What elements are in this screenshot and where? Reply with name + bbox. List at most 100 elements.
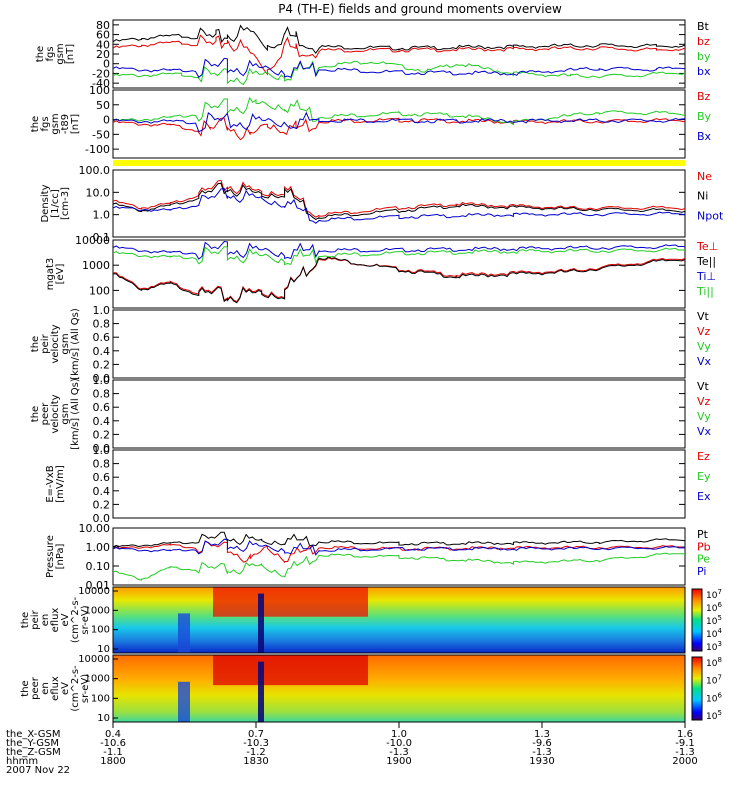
colorbar-tick-label: 108	[706, 656, 722, 669]
y-tick-label: 10000	[75, 234, 110, 247]
legend-entry-Bt: Bt	[697, 20, 710, 33]
series-line-Bt	[112, 24, 686, 55]
y-axis-label-line: E=-VxB	[45, 465, 56, 502]
y-tick-label: 80	[96, 19, 110, 32]
colorbar-tick-exponent: 7	[717, 588, 721, 596]
y-tick-label: 0.1	[93, 231, 111, 244]
colorbar-tick-label: 106	[706, 691, 722, 704]
series-line-Pi	[112, 538, 686, 556]
y-tick-label: 1000	[85, 605, 110, 616]
legend-entry-bx: bx	[697, 65, 711, 78]
y-axis-label-line: [nT]	[65, 44, 76, 64]
series-line-Ti||	[112, 246, 686, 266]
legend-entry-Vy: Vy	[697, 410, 711, 423]
footer-tick-label: 1900	[386, 756, 411, 767]
legend-entry-Ni: Ni	[697, 190, 708, 203]
yellow-band	[113, 160, 685, 166]
panel-frame	[112, 89, 686, 159]
legend-entry-Bz: Bz	[697, 90, 711, 103]
y-axis-label-velocity_esa_e: thepeirvelocitygsm[km/s] (All Qs)	[30, 308, 81, 380]
y-axis-label-line: [km/s] (All Qs)	[70, 308, 81, 380]
y-axis-label-line: sr-eV)	[80, 605, 91, 634]
y-tick-label: 0.0	[93, 372, 111, 385]
legend-entry-Vx: Vx	[697, 355, 712, 368]
y-axis-label-line: gsm	[55, 43, 66, 64]
footer-tick-label: 0.4	[105, 729, 121, 740]
footer-tick-label: -1.2	[246, 747, 266, 758]
y-tick-label: -100	[85, 143, 110, 156]
series-line-by	[112, 60, 686, 86]
footer-tick-label: -9.1	[675, 738, 695, 749]
series-line-Pt	[112, 531, 686, 548]
y-axis-label-line: gsm	[60, 333, 71, 354]
footer-label-z: the_Z-GSM	[6, 747, 61, 758]
y-axis-label-efield: E=-VxB[mV/m]	[45, 465, 66, 503]
footer-tick-label: -1.3	[675, 747, 695, 758]
footer-tick-label: 2000	[672, 756, 697, 767]
panel-frame	[112, 309, 686, 379]
figure-title: P4 (TH-E) fields and ground moments over…	[278, 2, 562, 16]
footer: the_X-GSM the_Y-GSM the_Z-GSM hhmm 2007 …	[6, 729, 70, 776]
y-tick-label: 0	[103, 58, 110, 71]
series-line-Te⊥	[112, 257, 686, 303]
colorbar-tick-exponent: 7	[717, 674, 721, 682]
footer-tick-label: 1830	[243, 756, 268, 767]
y-axis-label-line: [eV]	[55, 264, 66, 285]
y-axis-label-line: gsm	[50, 113, 61, 134]
y-tick-label: 20	[96, 48, 110, 61]
y-tick-label: 0.4	[93, 415, 111, 428]
y-axis-label-line: peer	[40, 402, 51, 426]
y-tick-label: 60	[96, 29, 110, 42]
legend-entry-bz: bz	[697, 35, 710, 48]
legend-entry-Ex: Ex	[697, 490, 711, 503]
y-tick-label: 0.8	[93, 318, 111, 331]
y-axis-label-line: en	[40, 682, 51, 695]
footer-tick-label: -9.6	[532, 738, 552, 749]
y-tick-label: 0.10	[86, 560, 111, 573]
colorbar-tick-label: 105	[706, 614, 722, 627]
legend-entry-Vy: Vy	[697, 340, 711, 353]
footer-tick-label: -1.3	[389, 747, 409, 758]
y-tick-label: 10.00	[79, 522, 111, 535]
footer-tick-label: 1.0	[391, 729, 407, 740]
legend-entry-Ez: Ez	[697, 450, 710, 463]
y-axis-label-line: [nPa]	[55, 543, 66, 569]
y-axis-label-line: mgat3	[45, 258, 56, 291]
y-axis-label-line: [mV/m]	[55, 465, 66, 503]
footer-tick-label: -10.3	[243, 738, 269, 749]
legend-entry-Ne: Ne	[697, 170, 712, 183]
y-tick-label: 1000	[82, 259, 110, 272]
footer-tick-label: 1.6	[677, 729, 693, 740]
colorbar-tick-label: 103	[706, 640, 722, 653]
y-axis-label-line: the	[35, 46, 46, 62]
y-tick-label: 100	[91, 625, 110, 636]
y-axis-label-line: fgs	[45, 46, 56, 61]
colorbar-spec_peir	[691, 588, 703, 652]
footer-tick-label: -1.1	[103, 747, 123, 758]
y-tick-label: 0.8	[93, 458, 111, 471]
footer-label-y: the_Y-GSM	[6, 738, 59, 749]
y-axis-label-line: velocity	[50, 324, 61, 363]
y-tick-label: -50	[92, 128, 110, 141]
legend-entry-Te⊥: Te⊥	[696, 240, 718, 253]
y-axis-label-line: peir	[40, 333, 51, 353]
y-tick-label: 1.0	[93, 209, 111, 222]
y-axis-label-line: peer	[30, 676, 41, 700]
y-tick-label: 10.0	[86, 186, 111, 199]
legend-entry-Npot: Npot	[697, 209, 724, 222]
y-tick-label: -20	[92, 67, 110, 80]
y-axis-label-line: en	[40, 614, 51, 627]
legend-entry-Pb: Pb	[697, 540, 711, 553]
y-tick-label: 100	[89, 284, 110, 297]
footer-tick-label: 1.3	[534, 729, 550, 740]
y-axis-label-temperature: mgat3[eV]	[45, 258, 66, 291]
y-tick-label: 0.6	[93, 471, 111, 484]
y-tick-label: 1000	[85, 674, 110, 685]
y-tick-label: 0.0	[93, 512, 111, 525]
legend-entry-Ti⊥: Ti⊥	[696, 270, 716, 283]
series-line-Te||	[112, 256, 686, 304]
y-tick-label: 0.2	[93, 498, 111, 511]
y-tick-label: 100	[91, 693, 110, 704]
